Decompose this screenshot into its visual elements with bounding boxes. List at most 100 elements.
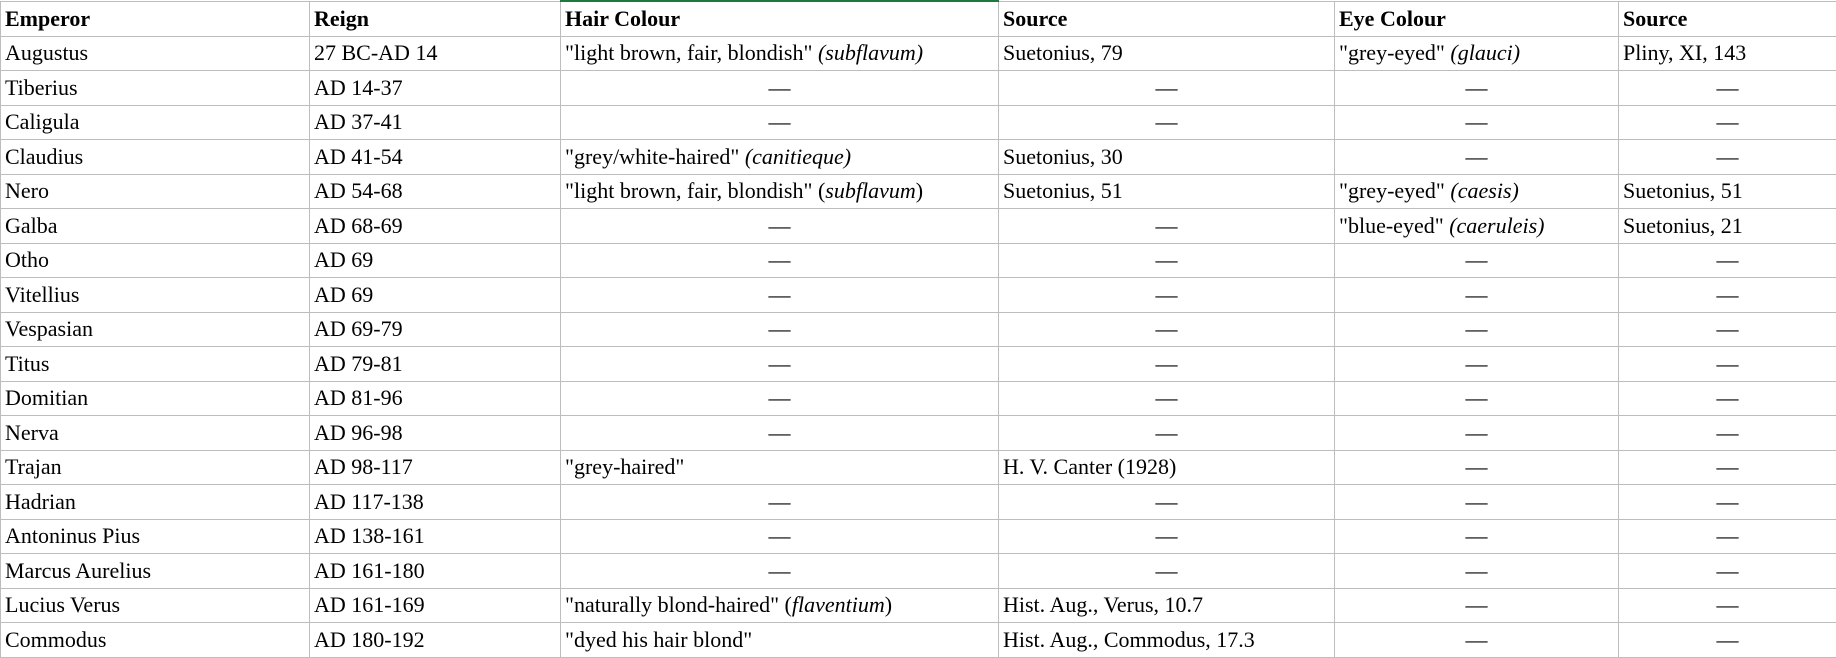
cell-hair-colour[interactable]: — — [561, 485, 999, 520]
cell-emperor[interactable]: Vitellius — [1, 278, 310, 313]
cell-emperor[interactable]: Marcus Aurelius — [1, 554, 310, 589]
cell-hair-colour[interactable]: — — [561, 416, 999, 451]
cell-reign[interactable]: AD 68-69 — [310, 209, 561, 244]
cell-eye-source[interactable]: — — [1619, 450, 1836, 485]
cell-hair-colour[interactable]: "light brown, fair, blondish" (subflavum… — [561, 174, 999, 209]
cell-emperor[interactable]: Augustus — [1, 36, 310, 71]
cell-hair-source[interactable]: Suetonius, 51 — [999, 174, 1335, 209]
cell-hair-colour[interactable]: — — [561, 278, 999, 313]
cell-reign[interactable]: AD 69 — [310, 278, 561, 313]
cell-eye-source[interactable]: — — [1619, 105, 1836, 140]
cell-emperor[interactable]: Galba — [1, 209, 310, 244]
cell-emperor[interactable]: Titus — [1, 347, 310, 382]
cell-eye-source[interactable]: — — [1619, 278, 1836, 313]
cell-reign[interactable]: AD 41-54 — [310, 140, 561, 175]
cell-hair-colour[interactable]: — — [561, 105, 999, 140]
cell-reign[interactable]: AD 14-37 — [310, 71, 561, 106]
cell-reign[interactable]: AD 69-79 — [310, 312, 561, 347]
cell-hair-source[interactable]: — — [999, 347, 1335, 382]
cell-eye-colour[interactable]: — — [1335, 623, 1619, 658]
cell-reign[interactable]: AD 98-117 — [310, 450, 561, 485]
cell-eye-colour[interactable]: — — [1335, 416, 1619, 451]
cell-hair-colour[interactable]: — — [561, 381, 999, 416]
header-emperor[interactable]: Emperor — [1, 1, 310, 36]
cell-eye-source[interactable]: — — [1619, 243, 1836, 278]
cell-eye-colour[interactable]: — — [1335, 105, 1619, 140]
cell-eye-source[interactable]: — — [1619, 519, 1836, 554]
cell-emperor[interactable]: Tiberius — [1, 71, 310, 106]
cell-hair-source[interactable]: — — [999, 519, 1335, 554]
cell-hair-colour[interactable]: — — [561, 519, 999, 554]
cell-emperor[interactable]: Claudius — [1, 140, 310, 175]
cell-reign[interactable]: 27 BC-AD 14 — [310, 36, 561, 71]
cell-emperor[interactable]: Caligula — [1, 105, 310, 140]
cell-hair-colour[interactable]: — — [561, 71, 999, 106]
cell-emperor[interactable]: Otho — [1, 243, 310, 278]
cell-eye-source[interactable]: — — [1619, 381, 1836, 416]
cell-reign[interactable]: AD 37-41 — [310, 105, 561, 140]
cell-eye-colour[interactable]: — — [1335, 450, 1619, 485]
cell-eye-colour[interactable]: — — [1335, 519, 1619, 554]
cell-eye-source[interactable]: — — [1619, 347, 1836, 382]
cell-hair-source[interactable]: — — [999, 278, 1335, 313]
cell-eye-colour[interactable]: "grey-eyed" (caesis) — [1335, 174, 1619, 209]
cell-emperor[interactable]: Vespasian — [1, 312, 310, 347]
cell-reign[interactable]: AD 69 — [310, 243, 561, 278]
cell-eye-colour[interactable]: — — [1335, 347, 1619, 382]
cell-hair-source[interactable]: — — [999, 243, 1335, 278]
cell-eye-source[interactable]: — — [1619, 71, 1836, 106]
cell-eye-source[interactable]: — — [1619, 485, 1836, 520]
cell-reign[interactable]: AD 117-138 — [310, 485, 561, 520]
cell-emperor[interactable]: Domitian — [1, 381, 310, 416]
cell-hair-source[interactable]: — — [999, 381, 1335, 416]
cell-hair-source[interactable]: Suetonius, 79 — [999, 36, 1335, 71]
cell-emperor[interactable]: Nero — [1, 174, 310, 209]
cell-reign[interactable]: AD 138-161 — [310, 519, 561, 554]
cell-emperor[interactable]: Antoninus Pius — [1, 519, 310, 554]
cell-eye-source[interactable]: — — [1619, 416, 1836, 451]
cell-hair-source[interactable]: — — [999, 554, 1335, 589]
cell-reign[interactable]: AD 79-81 — [310, 347, 561, 382]
cell-hair-colour[interactable]: "light brown, fair, blondish" (subflavum… — [561, 36, 999, 71]
cell-eye-source[interactable]: Suetonius, 21 — [1619, 209, 1836, 244]
cell-hair-colour[interactable]: — — [561, 243, 999, 278]
header-eye-colour[interactable]: Eye Colour — [1335, 1, 1619, 36]
cell-eye-colour[interactable]: — — [1335, 554, 1619, 589]
cell-hair-source[interactable]: Hist. Aug., Verus, 10.7 — [999, 588, 1335, 623]
cell-hair-colour[interactable]: "naturally blond-haired" (flaventium) — [561, 588, 999, 623]
cell-emperor[interactable]: Trajan — [1, 450, 310, 485]
cell-hair-source[interactable]: Suetonius, 30 — [999, 140, 1335, 175]
cell-reign[interactable]: AD 81-96 — [310, 381, 561, 416]
cell-eye-colour[interactable]: — — [1335, 243, 1619, 278]
cell-reign[interactable]: AD 54-68 — [310, 174, 561, 209]
cell-eye-colour[interactable]: — — [1335, 71, 1619, 106]
cell-reign[interactable]: AD 161-180 — [310, 554, 561, 589]
cell-eye-source[interactable]: — — [1619, 554, 1836, 589]
cell-eye-colour[interactable]: — — [1335, 312, 1619, 347]
cell-hair-colour[interactable]: — — [561, 554, 999, 589]
cell-eye-colour[interactable]: — — [1335, 588, 1619, 623]
cell-hair-source[interactable]: — — [999, 416, 1335, 451]
header-eye-source[interactable]: Source — [1619, 1, 1836, 36]
header-reign[interactable]: Reign — [310, 1, 561, 36]
cell-eye-colour[interactable]: — — [1335, 278, 1619, 313]
cell-hair-source[interactable]: H. V. Canter (1928) — [999, 450, 1335, 485]
cell-hair-colour[interactable]: "grey-haired" — [561, 450, 999, 485]
cell-reign[interactable]: AD 96-98 — [310, 416, 561, 451]
cell-hair-source[interactable]: — — [999, 485, 1335, 520]
cell-hair-source[interactable]: — — [999, 71, 1335, 106]
cell-eye-source[interactable]: — — [1619, 588, 1836, 623]
cell-eye-colour[interactable]: "blue-eyed" (caeruleis) — [1335, 209, 1619, 244]
cell-hair-source[interactable]: Hist. Aug., Commodus, 17.3 — [999, 623, 1335, 658]
cell-hair-colour[interactable]: "grey/white-haired" (canitieque) — [561, 140, 999, 175]
cell-emperor[interactable]: Lucius Verus — [1, 588, 310, 623]
cell-reign[interactable]: AD 161-169 — [310, 588, 561, 623]
cell-emperor[interactable]: Commodus — [1, 623, 310, 658]
cell-emperor[interactable]: Hadrian — [1, 485, 310, 520]
cell-hair-source[interactable]: — — [999, 312, 1335, 347]
cell-eye-colour[interactable]: — — [1335, 381, 1619, 416]
header-hair-source[interactable]: Source — [999, 1, 1335, 36]
cell-hair-source[interactable]: — — [999, 209, 1335, 244]
cell-eye-source[interactable]: Pliny, XI, 143 — [1619, 36, 1836, 71]
cell-emperor[interactable]: Nerva — [1, 416, 310, 451]
